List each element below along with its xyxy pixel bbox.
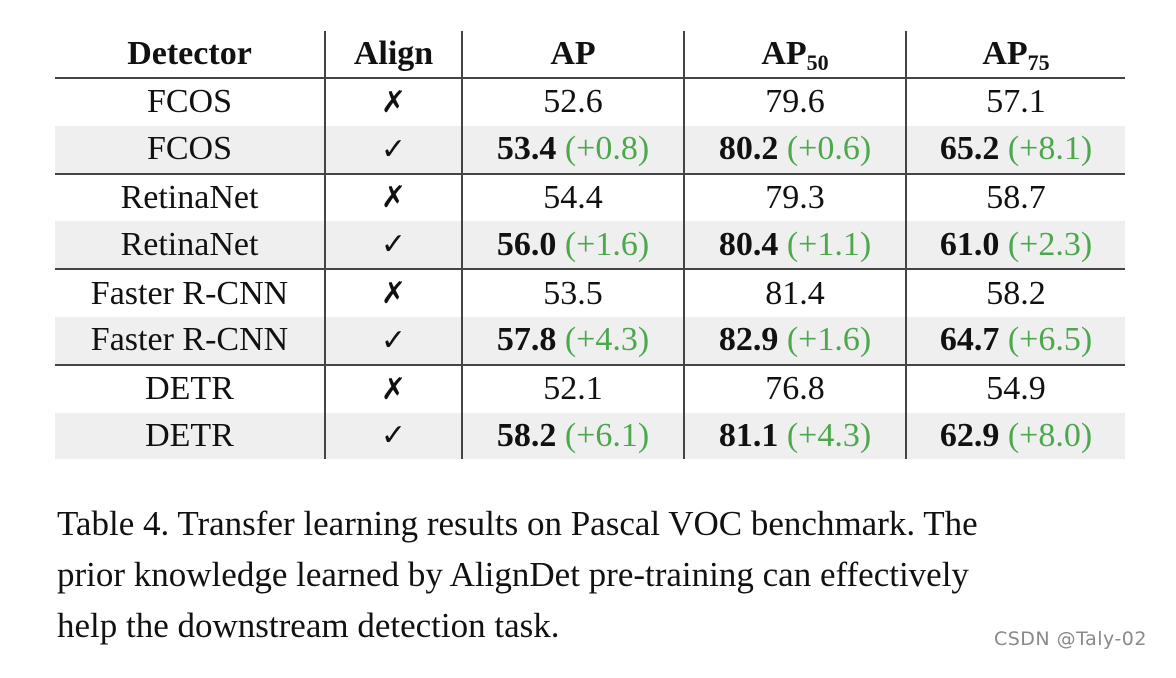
ap-delta: (+6.1)	[564, 416, 650, 454]
ap50-value: 79.3	[765, 178, 825, 216]
ap-cell: 56.0 (+1.6)	[462, 221, 685, 271]
table-header-row: Detector Align AP AP50 AP75	[55, 31, 1125, 79]
ap-delta: (+4.3)	[564, 321, 650, 359]
ap75-value: 64.7	[939, 321, 1000, 359]
ap-cell: 53.4 (+0.8)	[462, 125, 685, 175]
header-align: Align	[325, 31, 463, 79]
header-ap50: AP50	[684, 31, 907, 79]
results-table: Detector Align AP AP50 AP75 FCOS ✗ 52.6 79.…	[55, 31, 1125, 460]
ap50-value: 81.1	[718, 416, 779, 454]
ap-delta: (+1.6)	[564, 225, 650, 263]
cross-icon: ✗	[325, 173, 463, 222]
ap75-value: 57.1	[986, 83, 1046, 121]
detector-cell: DETR	[55, 412, 326, 460]
detector-cell: RetinaNet	[55, 221, 326, 271]
watermark: CSDN @Taly-02	[993, 628, 1147, 650]
ap75-cell: 54.9	[906, 365, 1125, 413]
ap-value: 53.5	[543, 274, 603, 312]
ap75-value: 58.7	[986, 178, 1046, 216]
caption-line-2: prior knowledge learned by AlignDet pre-…	[57, 555, 969, 594]
ap50-delta: (+0.6)	[786, 130, 872, 168]
ap-cell: 57.8 (+4.3)	[462, 316, 685, 366]
header-ap75: AP75	[906, 31, 1125, 79]
ap50-cell: 79.3	[684, 173, 907, 222]
table-row: Faster R-CNN ✗ 53.5 81.4 58.2	[55, 269, 1125, 317]
ap50-value: 80.2	[718, 130, 779, 168]
table-row: RetinaNet ✗ 54.4 79.3 58.7	[55, 173, 1125, 222]
ap75-cell: 57.1	[906, 78, 1125, 126]
table-caption: Table 4. Transfer learning results on Pa…	[57, 498, 1127, 651]
caption-line-1: Table 4. Transfer learning results on Pa…	[57, 504, 978, 543]
ap-cell: 53.5	[462, 269, 685, 317]
ap50-delta: (+1.1)	[786, 225, 872, 263]
ap50-value: 76.8	[765, 370, 825, 408]
ap50-cell: 81.4	[684, 269, 907, 317]
ap75-value: 65.2	[939, 130, 1000, 168]
table-row: Faster R-CNN ✓ 57.8 (+4.3) 82.9 (+1.6) 64.7 …	[55, 316, 1125, 366]
check-icon: ✓	[325, 221, 463, 271]
ap75-cell: 61.0 (+2.3)	[906, 221, 1125, 271]
cross-icon: ✗	[325, 78, 463, 126]
table-row: DETR ✓ 58.2 (+6.1) 81.1 (+4.3) 62.9 (+8.0)	[55, 412, 1125, 460]
ap50-delta: (+4.3)	[786, 416, 872, 454]
ap-value: 56.0	[496, 225, 557, 263]
results-table-container: Detector Align AP AP50 AP75 FCOS ✗ 52.6 79.…	[55, 31, 1125, 460]
ap50-cell: 81.1 (+4.3)	[684, 412, 907, 460]
ap-value: 53.4	[496, 130, 557, 168]
ap50-cell: 82.9 (+1.6)	[684, 316, 907, 366]
ap75-delta: (+8.1)	[1007, 130, 1093, 168]
ap-value: 52.6	[543, 83, 603, 121]
detector-cell: FCOS	[55, 78, 326, 126]
ap50-delta: (+1.6)	[786, 321, 872, 359]
ap-cell: 58.2 (+6.1)	[462, 412, 685, 460]
ap50-value: 81.4	[765, 274, 825, 312]
header-detector: Detector	[55, 31, 326, 79]
ap50-value: 79.6	[765, 83, 825, 121]
ap-value: 54.4	[543, 178, 603, 216]
ap50-cell: 80.2 (+0.6)	[684, 125, 907, 175]
header-ap: AP	[462, 31, 685, 79]
detector-cell: Faster R-CNN	[55, 316, 326, 366]
caption-line-3: help the downstream detection task.	[57, 606, 560, 645]
ap75-cell: 58.7	[906, 174, 1125, 222]
ap75-delta: (+8.0)	[1007, 416, 1093, 454]
check-icon: ✓	[325, 125, 463, 175]
ap-value: 52.1	[543, 370, 603, 408]
detector-cell: DETR	[55, 364, 326, 413]
check-icon: ✓	[325, 316, 463, 366]
ap50-value: 80.4	[718, 225, 779, 263]
ap-value: 58.2	[496, 416, 557, 454]
ap75-cell: 64.7 (+6.5)	[906, 316, 1125, 366]
cross-icon: ✗	[325, 364, 463, 413]
table-row: FCOS ✓ 53.4 (+0.8) 80.2 (+0.6) 65.2 (+8.1)	[55, 125, 1125, 175]
ap75-cell: 62.9 (+8.0)	[906, 412, 1125, 460]
ap75-value: 62.9	[939, 416, 1000, 454]
cross-icon: ✗	[325, 269, 463, 317]
ap50-cell: 76.8	[684, 364, 907, 413]
ap75-cell: 58.2	[906, 269, 1125, 317]
ap-delta: (+0.8)	[564, 130, 650, 168]
detector-cell: FCOS	[55, 125, 326, 175]
ap75-value: 58.2	[986, 274, 1046, 312]
table-row: DETR ✗ 52.1 76.8 54.9	[55, 364, 1125, 413]
ap75-cell: 65.2 (+8.1)	[906, 125, 1125, 175]
ap50-value: 82.9	[718, 321, 779, 359]
ap75-value: 54.9	[986, 370, 1046, 408]
ap-cell: 52.6	[462, 78, 685, 126]
ap-cell: 54.4	[462, 173, 685, 222]
ap50-cell: 79.6	[684, 78, 907, 126]
ap50-cell: 80.4 (+1.1)	[684, 221, 907, 271]
check-icon: ✓	[325, 412, 463, 460]
ap75-delta: (+6.5)	[1007, 321, 1093, 359]
detector-cell: RetinaNet	[55, 173, 326, 222]
table-row: RetinaNet ✓ 56.0 (+1.6) 80.4 (+1.1) 61.0 (+2…	[55, 221, 1125, 271]
ap75-delta: (+2.3)	[1007, 225, 1093, 263]
table-row: FCOS ✗ 52.6 79.6 57.1	[55, 78, 1125, 126]
ap75-value: 61.0	[939, 225, 1000, 263]
ap-cell: 52.1	[462, 364, 685, 413]
ap-value: 57.8	[496, 321, 557, 359]
detector-cell: Faster R-CNN	[55, 269, 326, 317]
table-body: FCOS ✗ 52.6 79.6 57.1 FCOS ✓ 53.4 (+0.8) 80.2 (+…	[55, 78, 1125, 460]
